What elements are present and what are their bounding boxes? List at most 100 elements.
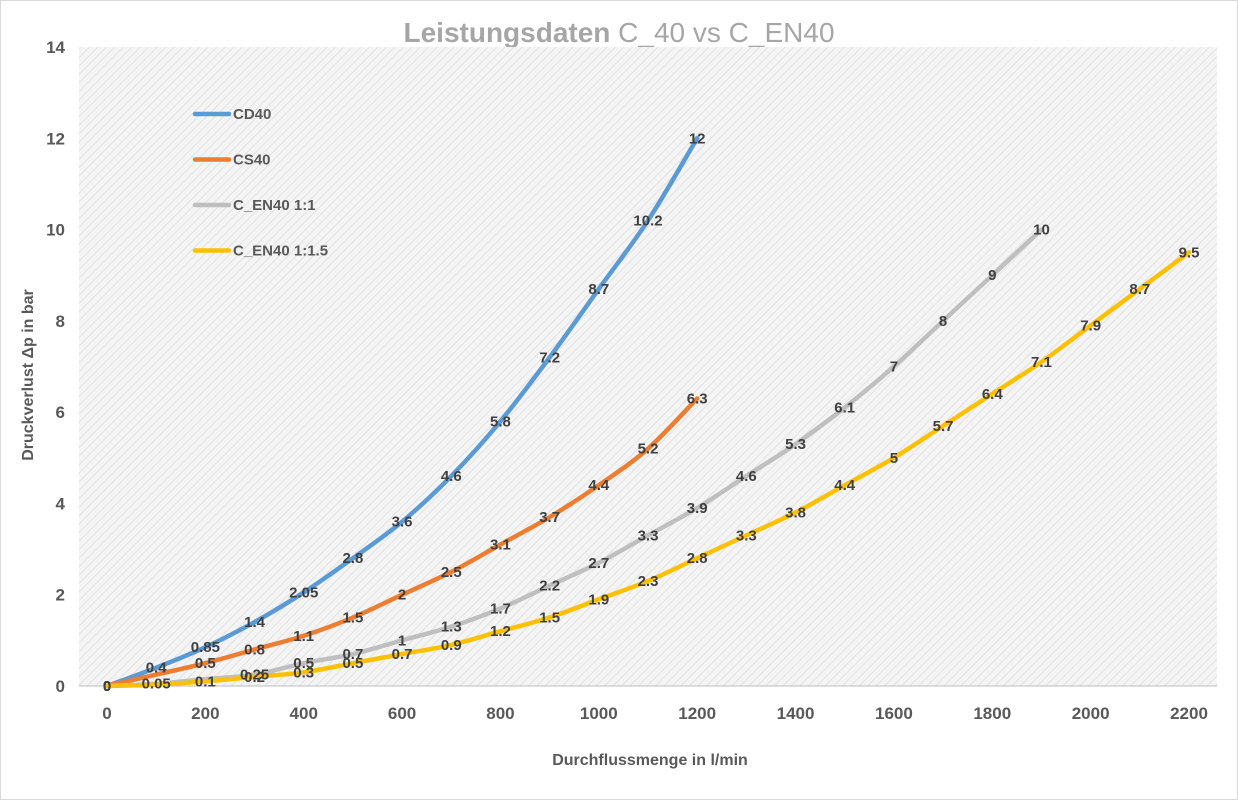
legend-label-c-en40-1-1: C_EN40 1:1 (233, 197, 316, 214)
data-label: 10 (1033, 222, 1050, 239)
data-label: 2.7 (588, 555, 609, 572)
data-label: 1.5 (342, 610, 363, 627)
data-label: 9 (988, 267, 996, 284)
data-label: 0 (103, 678, 111, 695)
chart-title: Leistungsdaten C_40 vs C_EN40 (403, 17, 834, 48)
data-label: 7.2 (539, 349, 560, 366)
data-label: 2.8 (687, 550, 708, 567)
chart-title-bold: Leistungsdaten (403, 17, 610, 48)
data-label: 0.7 (392, 646, 413, 663)
x-tick-label: 1000 (580, 704, 618, 723)
data-labels-layer: 00.40.851.42.052.83.64.65.87.28.710.2120… (103, 130, 1200, 695)
series-line-c-en40-1-1 (104, 227, 1044, 689)
data-label: 3.8 (785, 505, 806, 522)
data-label: 3.3 (736, 527, 757, 544)
data-label: 0 (103, 678, 111, 695)
data-label: 6.4 (982, 386, 1004, 403)
legend-label-c-en40-1-1-5: C_EN40 1:1.5 (233, 243, 328, 260)
data-label: 1 (398, 632, 406, 649)
data-label: 6.3 (687, 390, 708, 407)
data-label: 2.2 (539, 578, 560, 595)
data-label: 10.2 (633, 212, 662, 229)
data-label: 1.4 (244, 614, 266, 631)
data-label: 2.05 (289, 584, 318, 601)
data-label: 3.7 (539, 509, 560, 526)
x-tick-label: 600 (388, 704, 416, 723)
data-label: 0 (103, 678, 111, 695)
legend: CD40 CS40 C_EN40 1:1 C_EN40 1:1.5 (192, 106, 328, 260)
y-tick-label: 4 (56, 494, 66, 513)
data-label: 8 (939, 313, 947, 330)
chart-title-rest: C_40 vs C_EN40 (610, 17, 834, 48)
y-tick-label: 14 (46, 38, 65, 57)
data-label: 0.3 (293, 664, 314, 681)
data-label: 7.1 (1031, 354, 1052, 371)
y-tick-label: 6 (56, 403, 65, 422)
data-label: 1.2 (490, 623, 511, 640)
data-label: 2.3 (638, 573, 659, 590)
data-label: 1.3 (441, 619, 462, 636)
y-tick-label: 8 (56, 312, 65, 331)
data-label: 0.9 (441, 637, 462, 654)
x-tick-label: 2000 (1072, 704, 1110, 723)
data-label: 0.2 (244, 669, 265, 686)
y-tick-label: 2 (56, 586, 65, 605)
data-label: 0.8 (244, 641, 265, 658)
data-label: 1.7 (490, 600, 511, 617)
data-label: 6.1 (834, 400, 855, 417)
data-label: 2 (398, 587, 406, 604)
data-label: 5.7 (933, 418, 954, 435)
y-tick-label: 10 (46, 221, 65, 240)
data-label: 4.4 (588, 477, 610, 494)
data-label: 5.3 (785, 436, 806, 453)
series-line-cs40 (104, 396, 700, 689)
x-tick-label: 1200 (678, 704, 716, 723)
x-tick-label: 0 (102, 704, 111, 723)
x-tick-label: 200 (191, 704, 219, 723)
data-label: 0.5 (195, 655, 216, 672)
series-line-c-en40-1-1-5 (104, 250, 1192, 689)
series-layer (104, 136, 1192, 689)
data-label: 0.7 (342, 646, 363, 663)
data-label: 0.4 (146, 660, 168, 677)
data-label: 1.1 (293, 628, 314, 645)
series-line-cd40 (104, 136, 700, 689)
x-tick-label: 1600 (875, 704, 913, 723)
data-label: 4.6 (441, 468, 462, 485)
data-label: 0.5 (342, 655, 363, 672)
x-axis-label: Durchflussmenge in l/min (552, 752, 748, 769)
data-label: 0 (103, 678, 111, 695)
x-tick-label: 1800 (973, 704, 1011, 723)
x-tick-label: 2200 (1170, 704, 1208, 723)
x-tick-label: 400 (290, 704, 318, 723)
data-label: 7.9 (1080, 317, 1101, 334)
data-label: 2.5 (441, 564, 462, 581)
y-axis-label: Druckverlust Δp in bar (20, 289, 37, 461)
data-label: 9.5 (1179, 244, 1200, 261)
data-label: 0.5 (293, 655, 314, 672)
data-label: 12 (689, 130, 706, 147)
x-tick-label: 1400 (777, 704, 815, 723)
data-label: 4.6 (736, 468, 757, 485)
data-label: 5 (890, 450, 898, 467)
data-label: 7 (890, 359, 898, 376)
data-label: 5.8 (490, 413, 511, 430)
data-label: 8.7 (1129, 281, 1150, 298)
x-tick-label: 800 (486, 704, 514, 723)
data-label: 3.9 (687, 500, 708, 517)
data-label: 3.1 (490, 537, 511, 554)
data-label: 2.8 (342, 550, 363, 567)
data-label: 0.1 (195, 673, 216, 690)
data-label: 0.05 (142, 676, 171, 693)
data-label: 3.3 (638, 527, 659, 544)
data-label: 1.5 (539, 610, 560, 627)
y-tick-label: 0 (56, 677, 65, 696)
data-label: 8.7 (588, 281, 609, 298)
data-label: 4.4 (834, 477, 856, 494)
y-tick-label: 12 (46, 129, 65, 148)
data-label: 3.6 (392, 514, 413, 531)
data-label: 0.85 (191, 639, 220, 656)
